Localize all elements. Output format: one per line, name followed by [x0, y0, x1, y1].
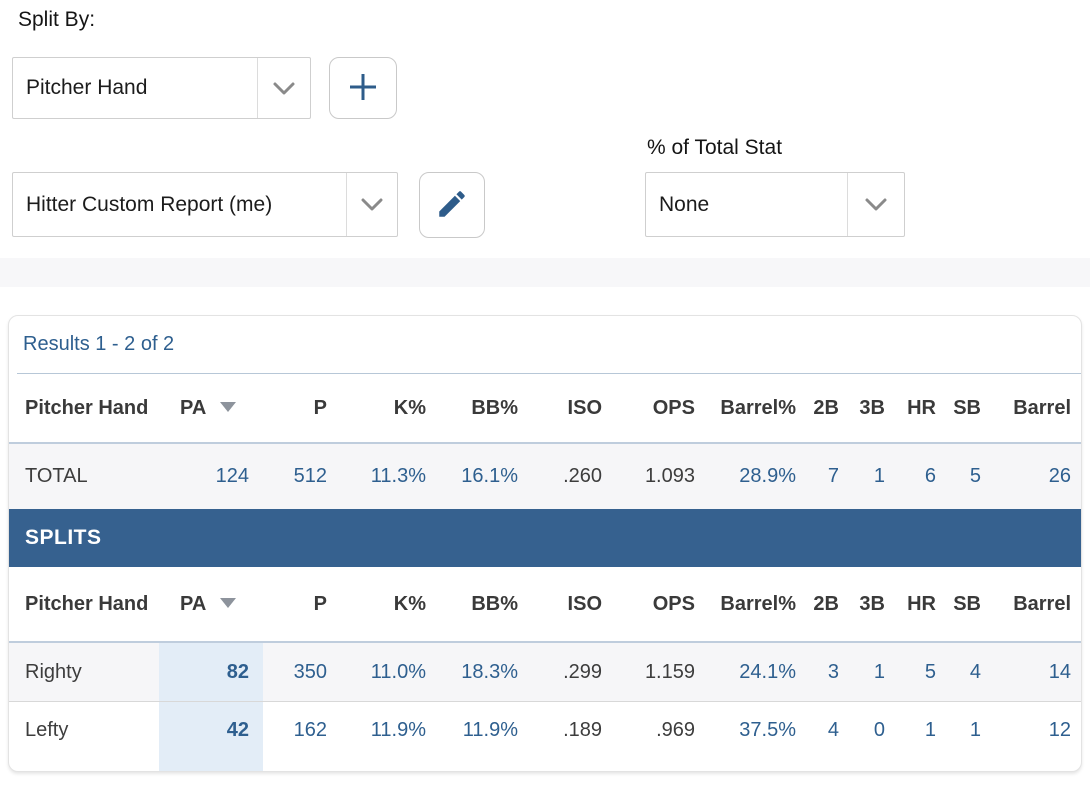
row-label: Lefty — [25, 718, 69, 741]
column-header-bb-pct[interactable]: BB% — [471, 396, 518, 419]
column-header-hr[interactable]: HR — [897, 567, 948, 643]
stat-cell-p[interactable]: 162 — [293, 718, 327, 741]
row-label: TOTAL — [9, 442, 159, 509]
pct-of-total-select-value: None — [659, 192, 710, 216]
stat-cell-3b[interactable]: 1 — [851, 642, 897, 702]
splits-section-header: SPLITS — [9, 509, 1081, 567]
stat-cell-3b[interactable]: 0 — [873, 718, 885, 741]
chevron-down-icon[interactable] — [257, 58, 310, 118]
column-header-pitcher-hand[interactable]: Pitcher Hand — [25, 396, 149, 419]
stat-cell-ops: .969 — [656, 718, 695, 741]
table-header-row: Pitcher Hand PA P K% BB% ISO OPS Barrel%… — [9, 374, 1081, 443]
stat-cell-hr[interactable]: 1 — [924, 718, 936, 741]
stat-cell-iso: .260 — [530, 442, 614, 509]
section-divider-band — [0, 258, 1090, 287]
splits-table: Pitcher Hand PA P K% BB% ISO OPS Barrel%… — [9, 567, 1081, 771]
column-header-sb[interactable]: SB — [948, 567, 993, 643]
stat-cell-ops: 1.159 — [614, 642, 707, 702]
column-header-iso[interactable]: ISO — [530, 567, 614, 643]
stat-cell-2b[interactable]: 4 — [827, 718, 839, 741]
column-header-barrel-pct[interactable]: Barrel% — [720, 396, 796, 419]
column-header-bb-pct[interactable]: BB% — [438, 567, 530, 643]
stat-cell-k-pct[interactable]: 11.9% — [370, 718, 426, 741]
column-header-pitcher-hand[interactable]: Pitcher Hand — [9, 567, 159, 643]
results-card: Results 1 - 2 of 2 Pitcher Hand PA P K% … — [8, 315, 1082, 772]
triangle-down-icon — [220, 597, 237, 608]
results-summary: Results 1 - 2 of 2 — [23, 333, 175, 355]
column-header-p[interactable]: P — [263, 567, 339, 643]
stat-cell-barrel-pct[interactable]: 28.9% — [707, 442, 808, 509]
stat-cell-iso: .189 — [563, 718, 602, 741]
column-header-3b[interactable]: 3B — [859, 396, 885, 419]
stat-cell-iso: .299 — [530, 642, 614, 702]
stat-cell-k-pct[interactable]: 11.0% — [339, 642, 438, 702]
stat-cell-barrel-pct[interactable]: 24.1% — [707, 642, 808, 702]
total-table: Pitcher Hand PA P K% BB% ISO OPS Barrel%… — [9, 374, 1081, 509]
stat-cell-2b[interactable]: 3 — [808, 642, 851, 702]
stat-cell-2b[interactable]: 7 — [808, 442, 851, 509]
column-header-barrel-pct[interactable]: Barrel% — [707, 567, 808, 643]
pencil-icon — [435, 187, 469, 224]
edit-report-button[interactable] — [419, 172, 485, 238]
chevron-down-icon[interactable] — [847, 173, 904, 236]
row-label: Righty — [9, 642, 159, 702]
stat-cell-hr[interactable]: 6 — [897, 442, 948, 509]
column-header-ops[interactable]: OPS — [614, 567, 707, 643]
stat-cell-k-pct[interactable]: 11.3% — [339, 442, 438, 509]
column-header-hr[interactable]: HR — [907, 396, 936, 419]
column-header-barrel[interactable]: Barrel — [993, 567, 1081, 643]
chevron-down-icon[interactable] — [346, 173, 397, 236]
stat-cell-pa[interactable]: 42 — [159, 701, 263, 758]
column-header-2b[interactable]: 2B — [808, 567, 851, 643]
pct-of-total-select[interactable]: None — [645, 172, 905, 237]
column-header-iso[interactable]: ISO — [567, 396, 602, 419]
table-header-row: Pitcher Hand PA P K% BB% ISO OPS Barrel%… — [9, 567, 1081, 643]
stat-cell-p[interactable]: 350 — [263, 642, 339, 702]
stat-cell-sb[interactable]: 5 — [948, 442, 993, 509]
stat-cell-barrel[interactable]: 26 — [993, 442, 1081, 509]
total-row: TOTAL 124 512 11.3% 16.1% .260 1.093 28.… — [9, 442, 1081, 509]
stat-cell-barrel[interactable]: 12 — [1048, 718, 1071, 741]
plus-icon — [347, 71, 379, 106]
column-header-p[interactable]: P — [313, 396, 327, 419]
stat-cell-barrel-pct[interactable]: 37.5% — [739, 718, 796, 741]
stat-cell-pa[interactable]: 82 — [159, 642, 263, 702]
column-header-k-pct[interactable]: K% — [393, 396, 426, 419]
stat-cell-pa[interactable]: 124 — [159, 442, 263, 509]
column-header-3b[interactable]: 3B — [851, 567, 897, 643]
stat-cell-ops: 1.093 — [614, 442, 707, 509]
report-select-value: Hitter Custom Report (me) — [26, 192, 273, 216]
stat-cell-3b[interactable]: 1 — [851, 442, 897, 509]
stat-cell-sb[interactable]: 4 — [948, 642, 993, 702]
triangle-down-icon — [220, 401, 237, 412]
stat-cell-barrel[interactable]: 14 — [993, 642, 1081, 702]
column-header-pa[interactable]: PA — [159, 567, 263, 643]
column-header-barrel[interactable]: Barrel — [1013, 396, 1071, 419]
stat-cell-p[interactable]: 512 — [263, 442, 339, 509]
split-by-label: Split By: — [18, 8, 96, 31]
column-header-ops[interactable]: OPS — [652, 396, 695, 419]
split-by-select[interactable]: Pitcher Hand — [12, 57, 311, 119]
split-by-select-value: Pitcher Hand — [26, 76, 148, 99]
column-header-k-pct[interactable]: K% — [339, 567, 438, 643]
pct-of-total-label: % of Total Stat — [647, 136, 783, 159]
results-summary-bar: Results 1 - 2 of 2 — [17, 316, 1081, 374]
stat-cell-bb-pct[interactable]: 11.9% — [462, 718, 518, 741]
stat-cell-hr[interactable]: 5 — [897, 642, 948, 702]
add-split-button[interactable] — [329, 57, 397, 119]
split-row-righty: Righty 82 350 11.0% 18.3% .299 1.159 24.… — [9, 642, 1081, 702]
stat-cell-bb-pct[interactable]: 18.3% — [438, 642, 530, 702]
column-header-sb[interactable]: SB — [953, 396, 981, 419]
stat-cell-bb-pct[interactable]: 16.1% — [438, 442, 530, 509]
column-header-pa[interactable]: PA — [159, 374, 263, 443]
stat-cell-sb[interactable]: 1 — [969, 718, 981, 741]
split-row-lefty: Lefty 42 162 11.9% 11.9% .189 .969 37.5%… — [9, 701, 1081, 758]
pa-column-highlight-extension — [9, 758, 1081, 771]
report-select[interactable]: Hitter Custom Report (me) — [12, 172, 398, 237]
column-header-2b[interactable]: 2B — [813, 396, 839, 419]
